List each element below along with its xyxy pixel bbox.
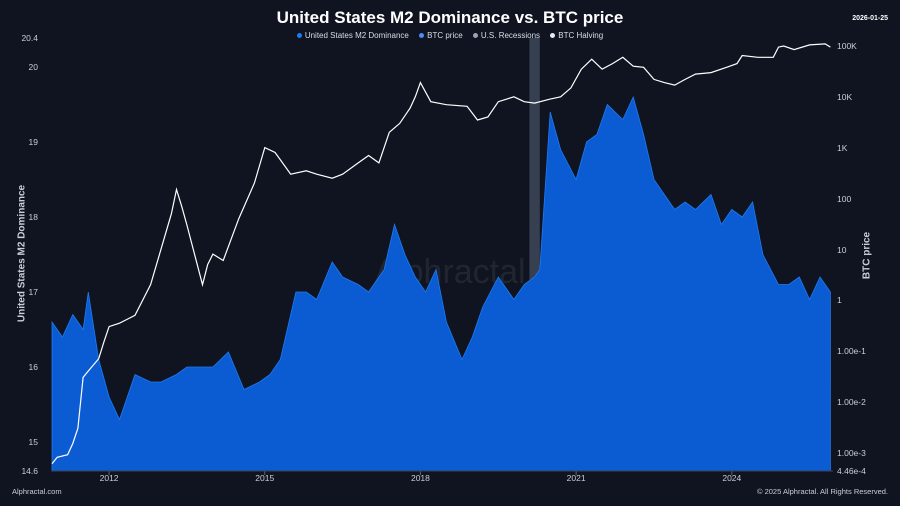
legend-item-m2[interactable]: United States M2 Dominance [296,31,409,40]
y-right-tick-label: 100K [837,41,857,51]
legend-item-halving[interactable]: BTC Halving [550,31,603,40]
y-right-tick-label: 1.00e-3 [837,448,866,458]
recession-band [529,38,540,471]
footer-source: Alphractal.com [12,487,62,496]
footer-copyright: © 2025 Alphractal. All Rights Reserved. [756,487,888,496]
y-left-tick-label: 18 [29,212,39,222]
y-left-tick-label: 20.4 [21,33,38,43]
y-right-tick-label: 1K [837,143,848,153]
x-tick-label: 2018 [411,473,430,483]
y-right-tick-label: 1.00e-2 [837,397,866,407]
legend-marker-icon [419,33,425,39]
y-left-tick-label: 15 [29,437,39,447]
x-tick-label: 2021 [567,473,586,483]
x-tick-label: 2015 [255,473,274,483]
y-right-tick-label: 1.00e-1 [837,346,866,356]
legend-item-recessions[interactable]: U.S. Recessions [472,31,541,40]
chart-title: United States M2 Dominance vs. BTC price [276,8,624,27]
y-left-tick-label: 16 [29,362,39,372]
series-btc-line[interactable] [51,43,831,465]
legend-label: BTC price [427,31,463,40]
x-tick-label: 2012 [100,473,119,483]
y-axis-right-label: BTC price [861,231,873,280]
legend-marker-icon [472,33,478,39]
legend-label: U.S. Recessions [480,31,541,40]
y-right-tick-label: 10K [837,92,852,102]
y-right-tick-label: 100 [837,194,851,204]
legend: United States M2 Dominance BTC price U.S… [0,31,900,40]
y-axis-left-label: United States M2 Dominance [16,184,28,323]
y-right-tick-label: 1 [837,295,842,305]
legend-label: United States M2 Dominance [304,31,409,40]
date-label: 2026-01-25 [852,15,888,22]
y-right-tick-label: 10 [837,245,847,255]
legend-label: BTC Halving [558,31,604,40]
legend-marker-icon [550,33,556,39]
y-left-tick-label: 17 [29,287,39,297]
y-left-tick-label: 14.6 [21,466,38,476]
legend-item-btc[interactable]: BTC price [419,31,463,40]
y-right-tick-label: 4.46e-4 [837,466,866,476]
series-m2-area[interactable] [51,95,831,472]
legend-marker-icon [296,33,302,39]
x-tick-label: 2024 [722,473,741,483]
y-left-tick-label: 20 [29,62,39,72]
y-left-tick-label: 19 [29,137,39,147]
